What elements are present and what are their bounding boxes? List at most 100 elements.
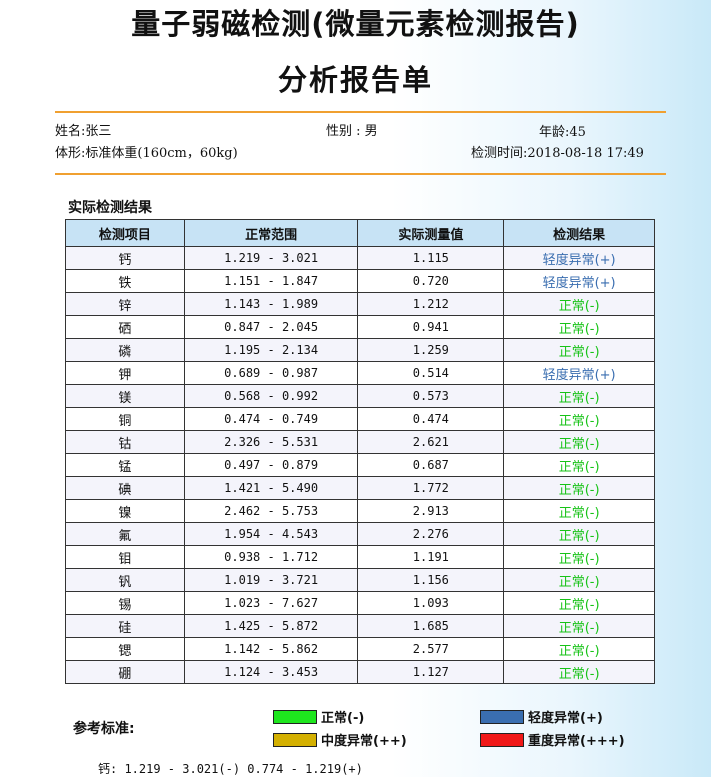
table-row: 氟 1.954 - 4.543 2.276 正常(-): [65, 522, 655, 546]
report-title: 量子弱磁检测(微量元素检测报告): [131, 7, 580, 41]
table-row: 锌 1.143 - 1.989 1.212 正常(-): [65, 292, 655, 316]
cell-result: 正常(-): [503, 384, 655, 408]
cell-range: 0.938 - 1.712: [183, 545, 359, 569]
cell-item: 镁: [65, 384, 185, 408]
legend-label-normal: 正常(-): [321, 711, 365, 726]
test-time: 检测时间:2018-08-18 17:49: [471, 146, 644, 161]
cell-item: 钼: [65, 545, 185, 569]
cell-item: 钒: [65, 568, 185, 592]
table-row: 硅 1.425 - 5.872 1.685 正常(-): [65, 614, 655, 638]
cell-range: 1.124 - 3.453: [183, 660, 359, 684]
cell-result: 正常(-): [503, 453, 655, 477]
table-row: 镍 2.462 - 5.753 2.913 正常(-): [65, 499, 655, 523]
cell-result: 正常(-): [503, 315, 655, 339]
table-row: 硼 1.124 - 3.453 1.127 正常(-): [65, 660, 655, 684]
cell-value: 2.913: [357, 499, 505, 523]
cell-result: 正常(-): [503, 591, 655, 615]
table-row: 碘 1.421 - 5.490 1.772 正常(-): [65, 476, 655, 500]
cell-result: 正常(-): [503, 476, 655, 500]
cell-item: 锡: [65, 591, 185, 615]
cell-range: 2.326 - 5.531: [183, 430, 359, 454]
report-subtitle: 分析报告单: [277, 63, 433, 97]
cell-value: 0.474: [357, 407, 505, 431]
table-row: 硒 0.847 - 2.045 0.941 正常(-): [65, 315, 655, 339]
header-range: 正常范围: [183, 219, 359, 247]
cell-item: 钴: [65, 430, 185, 454]
table-row: 铁 1.151 - 1.847 0.720 轻度异常(+): [65, 269, 655, 293]
cell-result: 正常(-): [503, 637, 655, 661]
cell-range: 1.421 - 5.490: [183, 476, 359, 500]
cell-value: 0.514: [357, 361, 505, 385]
patient-age: 年龄:45: [539, 125, 586, 140]
table-row: 钴 2.326 - 5.531 2.621 正常(-): [65, 430, 655, 454]
cell-item: 硒: [65, 315, 185, 339]
legend-swatch-mild: [480, 710, 524, 724]
header-value: 实际测量值: [357, 219, 505, 247]
cell-range: 1.425 - 5.872: [183, 614, 359, 638]
cell-value: 1.156: [357, 568, 505, 592]
cell-range: 1.142 - 5.862: [183, 637, 359, 661]
cell-value: 2.276: [357, 522, 505, 546]
cell-range: 0.497 - 0.879: [183, 453, 359, 477]
cell-range: 0.847 - 2.045: [183, 315, 359, 339]
cell-value: 1.115: [357, 246, 505, 270]
cell-range: 1.143 - 1.989: [183, 292, 359, 316]
cell-result: 正常(-): [503, 338, 655, 362]
cell-range: 1.151 - 1.847: [183, 269, 359, 293]
cell-range: 1.954 - 4.543: [183, 522, 359, 546]
patient-name: 姓名:张三: [55, 124, 112, 139]
cell-range: 0.568 - 0.992: [183, 384, 359, 408]
cell-result: 轻度异常(+): [503, 246, 655, 270]
cell-value: 0.720: [357, 269, 505, 293]
cell-value: 1.772: [357, 476, 505, 500]
cell-item: 锌: [65, 292, 185, 316]
cell-value: 1.259: [357, 338, 505, 362]
legend-label-mild: 轻度异常(+): [528, 711, 603, 726]
cell-value: 0.573: [357, 384, 505, 408]
cell-value: 2.577: [357, 637, 505, 661]
cell-result: 正常(-): [503, 522, 655, 546]
table-row: 钾 0.689 - 0.987 0.514 轻度异常(+): [65, 361, 655, 385]
section-title: 实际检测结果: [68, 200, 152, 216]
table-row: 钙 1.219 - 3.021 1.115 轻度异常(+): [65, 246, 655, 270]
legend-swatch-normal: [273, 710, 317, 724]
cell-item: 锶: [65, 637, 185, 661]
table-row: 铜 0.474 - 0.749 0.474 正常(-): [65, 407, 655, 431]
cell-result: 正常(-): [503, 614, 655, 638]
cell-result: 正常(-): [503, 545, 655, 569]
cell-result: 正常(-): [503, 292, 655, 316]
divider-bottom: [55, 173, 666, 175]
cell-item: 氟: [65, 522, 185, 546]
table-row: 磷 1.195 - 2.134 1.259 正常(-): [65, 338, 655, 362]
table-header-row: 检测项目 正常范围 实际测量值 检测结果: [65, 219, 655, 247]
cell-value: 0.687: [357, 453, 505, 477]
cell-item: 硅: [65, 614, 185, 638]
cell-result: 轻度异常(+): [503, 269, 655, 293]
patient-body-type: 体形:标准体重(160cm，60kg): [55, 146, 238, 161]
legend-swatch-severe: [480, 733, 524, 747]
cell-range: 2.462 - 5.753: [183, 499, 359, 523]
header-item: 检测项目: [65, 219, 185, 247]
cell-result: 轻度异常(+): [503, 361, 655, 385]
cell-range: 0.689 - 0.987: [183, 361, 359, 385]
header-result: 检测结果: [503, 219, 655, 247]
cell-item: 碘: [65, 476, 185, 500]
cell-item: 硼: [65, 660, 185, 684]
cell-value: 1.093: [357, 591, 505, 615]
legend-swatch-moderate: [273, 733, 317, 747]
cell-result: 正常(-): [503, 407, 655, 431]
cell-range: 1.219 - 3.021: [183, 246, 359, 270]
table-row: 锰 0.497 - 0.879 0.687 正常(-): [65, 453, 655, 477]
legend-label-moderate: 中度异常(++): [321, 734, 407, 749]
cell-item: 铁: [65, 269, 185, 293]
divider-top: [55, 111, 666, 113]
cell-item: 铜: [65, 407, 185, 431]
cell-result: 正常(-): [503, 499, 655, 523]
legend-label-severe: 重度异常(+++): [528, 734, 625, 749]
cell-range: 1.023 - 7.627: [183, 591, 359, 615]
cell-range: 1.195 - 2.134: [183, 338, 359, 362]
table-row: 锡 1.023 - 7.627 1.093 正常(-): [65, 591, 655, 615]
cell-item: 镍: [65, 499, 185, 523]
results-table: 检测项目 正常范围 实际测量值 检测结果 钙 1.219 - 3.021 1.115…: [65, 219, 655, 684]
cell-item: 钾: [65, 361, 185, 385]
